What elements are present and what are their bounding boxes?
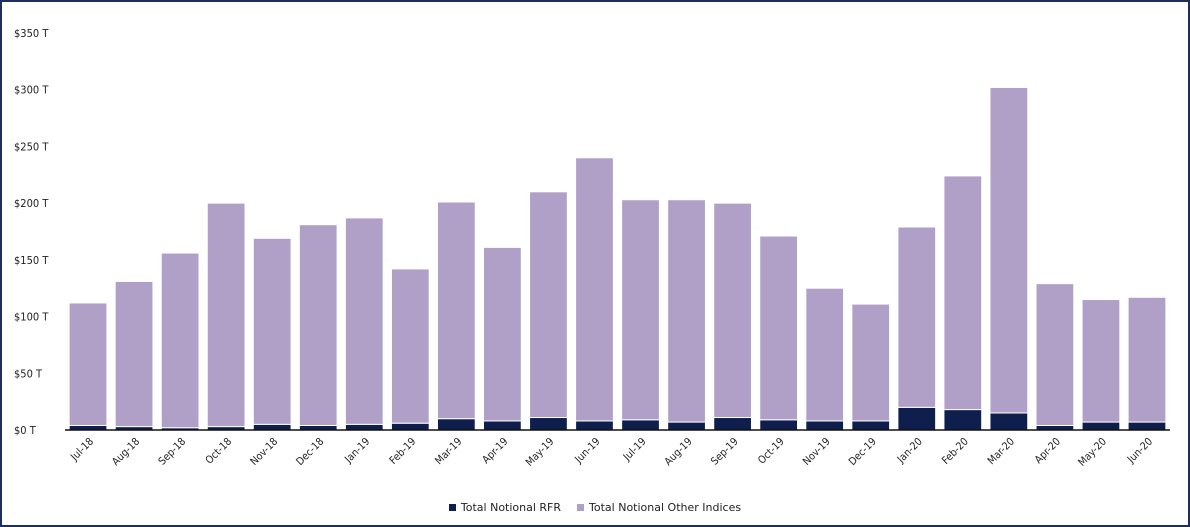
bar-rfr <box>897 406 937 431</box>
bar-rfr <box>805 420 845 431</box>
bar-other-indices <box>943 175 983 411</box>
x-tick-label: Jul-19 <box>620 436 648 464</box>
bar-other-indices <box>206 202 246 428</box>
x-tick-label: Nov-19 <box>801 436 833 468</box>
bar-rfr <box>483 420 522 431</box>
y-axis-ticks: $0 T $50 T $100 T $150 T $200 T $250 T $300 T $… <box>14 27 49 437</box>
x-tick-label: Mar-19 <box>433 436 465 468</box>
x-axis-ticks: Jul-18 Aug-18 Sep-18 Oct-18 Nov-18 Dec-18 Jan-… <box>68 436 1155 469</box>
x-tick-label: Jun-20 <box>1125 436 1156 467</box>
legend-item-other: Total Notional Other Indices <box>577 501 741 514</box>
bar-other-indices <box>621 199 660 421</box>
bar-rfr <box>344 423 384 431</box>
x-tick-label: Aug-18 <box>110 436 142 468</box>
bar-other-indices <box>390 268 430 424</box>
bar-rfr <box>252 423 292 431</box>
x-tick-label: Jul-18 <box>68 436 96 464</box>
legend-label-rfr: Total Notional RFR <box>460 501 562 514</box>
bar-rfr <box>759 419 799 431</box>
bar-other-indices <box>483 246 522 422</box>
bar-rfr <box>1127 421 1167 431</box>
bar-rfr <box>943 409 983 431</box>
y-tick-label: $200 T <box>14 197 49 210</box>
bar-rfr <box>621 419 660 431</box>
x-tick-label: Nov-18 <box>248 436 280 468</box>
bar-other-indices <box>575 157 614 422</box>
x-tick-label: Sep-18 <box>156 436 188 468</box>
x-tick-label: Sep-19 <box>709 436 741 468</box>
bar-other-indices <box>851 303 891 422</box>
legend-swatch-other <box>577 504 585 511</box>
x-tick-label: Jun-19 <box>572 436 603 467</box>
bar-rfr <box>390 422 430 431</box>
x-tick-label: Oct-19 <box>756 436 787 467</box>
bar-other-indices <box>1081 299 1121 423</box>
bar-rfr <box>575 420 614 431</box>
bars <box>68 86 1167 431</box>
legend: Total Notional RFR Total Notional Other … <box>0 501 1190 514</box>
x-tick-label: Dec-18 <box>294 436 326 468</box>
x-tick-label: Apr-20 <box>1033 436 1063 466</box>
x-tick-label: Mar-20 <box>985 436 1017 468</box>
bar-other-indices <box>1035 283 1075 426</box>
bar-rfr <box>851 420 891 431</box>
x-tick-label: Jan-20 <box>894 436 924 466</box>
bar-other-indices <box>667 199 706 423</box>
bar-other-indices <box>989 86 1029 414</box>
bar-other-indices <box>897 226 937 408</box>
bar-other-indices <box>713 202 752 419</box>
y-tick-label: $300 T <box>14 84 49 97</box>
bar-other-indices <box>436 201 476 420</box>
bar-other-indices <box>759 235 799 421</box>
bar-rfr <box>713 417 752 431</box>
legend-item-rfr: Total Notional RFR <box>448 501 562 514</box>
bar-other-indices <box>344 217 384 425</box>
bar-other-indices <box>529 191 568 419</box>
bar-rfr <box>529 417 568 431</box>
x-tick-label: Oct-18 <box>203 436 234 467</box>
y-tick-label: $0 T <box>14 424 37 437</box>
bar-other-indices <box>298 224 338 426</box>
bar-rfr <box>667 421 706 431</box>
bar-other-indices <box>252 237 292 425</box>
bar-other-indices <box>114 280 154 428</box>
y-tick-label: $150 T <box>14 254 49 267</box>
bar-other-indices <box>805 287 845 422</box>
y-tick-label: $350 T <box>14 27 49 40</box>
bar-other-indices <box>68 302 108 426</box>
bar-rfr <box>436 418 476 431</box>
legend-swatch-rfr <box>448 504 456 511</box>
bar-other-indices <box>1127 296 1167 423</box>
y-tick-label: $50 T <box>14 367 43 380</box>
y-tick-label: $250 T <box>14 140 49 153</box>
x-tick-label: May-19 <box>523 436 556 469</box>
x-tick-label: Feb-20 <box>940 436 971 467</box>
x-tick-label: Jan-19 <box>342 436 372 466</box>
x-tick-label: Feb-19 <box>387 436 418 467</box>
x-tick-label: Aug-19 <box>662 436 694 468</box>
legend-label-other: Total Notional Other Indices <box>589 501 742 514</box>
bar-rfr <box>1081 421 1121 431</box>
x-tick-label: Dec-19 <box>847 436 879 468</box>
x-tick-label: May-20 <box>1076 436 1109 469</box>
y-tick-label: $100 T <box>14 311 49 324</box>
bar-other-indices <box>160 252 200 429</box>
x-tick-label: Apr-19 <box>480 436 510 466</box>
bar-rfr <box>989 412 1029 431</box>
